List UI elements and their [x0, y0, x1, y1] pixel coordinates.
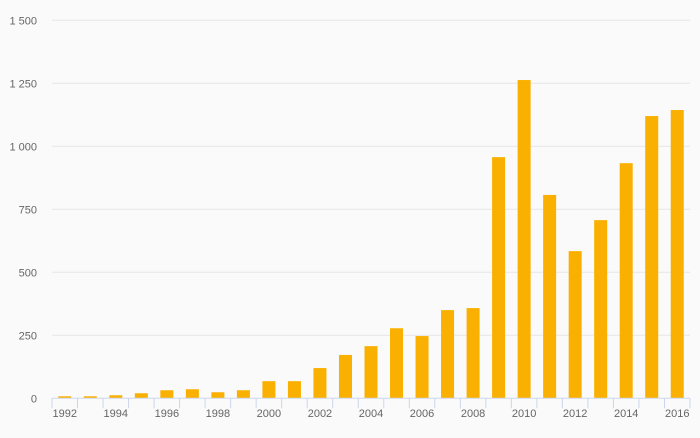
x-tick-label: 1994: [104, 408, 128, 420]
x-tick-label: 2010: [512, 408, 536, 420]
bar-2013: [594, 220, 608, 399]
bar-2001: [287, 381, 301, 399]
x-tick-label: 2014: [614, 408, 638, 420]
bar-1997: [185, 389, 199, 399]
y-tick-label: 250: [19, 330, 37, 342]
bar-1994: [109, 395, 123, 399]
bar-2003: [338, 354, 352, 399]
bar-2000: [262, 381, 276, 399]
y-tick-label: 1 500: [9, 15, 37, 27]
bar-2012: [568, 251, 582, 399]
bar-1996: [160, 390, 174, 399]
y-axis-labels: 0 250 500 750 1 000 1 250 1 500: [9, 15, 37, 405]
x-tick-label: 2002: [308, 408, 332, 420]
bar-2004: [364, 346, 378, 399]
y-tick-label: 0: [31, 393, 37, 405]
gridlines: [52, 19, 690, 336]
bar-1993: [83, 396, 97, 399]
x-tick-label: 2012: [563, 408, 587, 420]
y-tick-label: 1 250: [9, 78, 37, 90]
bar-1998: [211, 392, 225, 399]
x-axis: 1992 1994 1996 1998 2000 2002 2004 2006 2008 2010…: [51, 397, 691, 420]
x-tick-label: 2006: [410, 408, 434, 420]
bar-2009: [492, 157, 506, 399]
x-tick-label: 2008: [461, 408, 485, 420]
y-tick-label: 500: [19, 267, 37, 279]
bar-1992: [58, 396, 72, 399]
bar-2006: [415, 336, 429, 399]
bar-2014: [619, 163, 633, 399]
bar-1999: [236, 390, 250, 399]
bar-2011: [543, 194, 557, 399]
x-tick-label: 2000: [257, 408, 281, 420]
bar-1995: [134, 393, 148, 399]
bar-2007: [441, 310, 455, 399]
bars: [58, 80, 684, 399]
bar-2005: [390, 328, 404, 399]
x-tick-label: 2004: [359, 408, 383, 420]
bar-2016: [670, 110, 684, 399]
x-tick-label: 2016: [665, 408, 689, 420]
bar-2008: [466, 308, 480, 399]
x-tick-label: 1998: [206, 408, 230, 420]
bar-2010: [517, 80, 531, 399]
y-tick-label: 1 000: [9, 141, 37, 153]
y-tick-label: 750: [19, 204, 37, 216]
x-tick-label: 1992: [53, 408, 77, 420]
bar-2015: [645, 116, 659, 399]
x-tick-label: 1996: [155, 408, 179, 420]
bar-2002: [313, 368, 327, 399]
